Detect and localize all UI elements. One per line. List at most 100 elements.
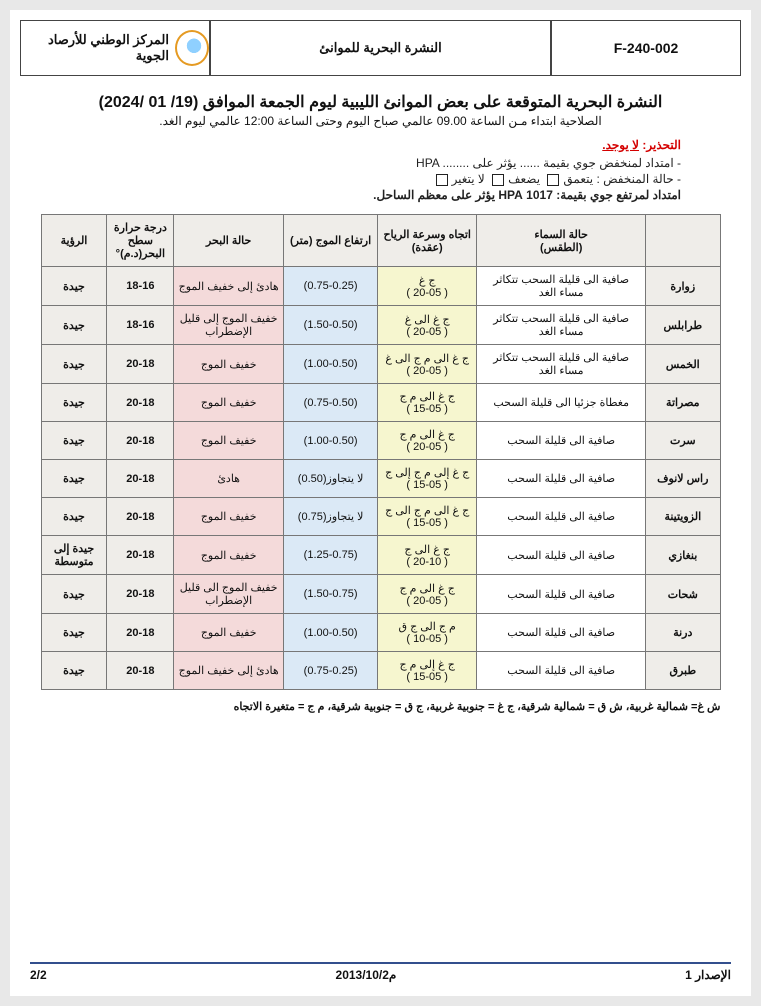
- table-row: مصراتةمغطاة جزئيا الى قليلة السحبج غ الى…: [41, 384, 720, 422]
- opt-weakening: يضعف: [508, 172, 540, 186]
- cell-wave: لا يتجاوز(0.50): [284, 460, 378, 498]
- table-row: طبرقصافية الى قليلة السحبج غ إلى م ج( 15…: [41, 652, 720, 690]
- cell-sky: صافية الى قليلة السحب تتكاثر مساء الغد: [477, 267, 646, 306]
- opt-steady: لا يتغير: [452, 172, 485, 186]
- cell-wave: (1.50-0.50): [284, 306, 378, 345]
- cell-port: طرابلس: [646, 306, 720, 345]
- cell-port: الزويتينة: [646, 498, 720, 536]
- cell-wind: ج غ الى غ( 20-05 ): [378, 306, 477, 345]
- header-row: المركز الوطني للأرصاد الجوية النشرة البح…: [20, 20, 741, 76]
- th-vis: الرؤية: [41, 215, 107, 267]
- checkbox-icon: [492, 174, 504, 186]
- cell-port: مصراتة: [646, 384, 720, 422]
- table-row: الزويتينةصافية الى قليلة السحبج غ الى م …: [41, 498, 720, 536]
- cell-sea: هادئ إلى خفيف الموج: [174, 267, 284, 306]
- low-pressure-label: - امتداد لمنخفض جوي بقيمة: [543, 156, 681, 170]
- org-cell: المركز الوطني للأرصاد الجوية: [20, 20, 210, 76]
- checkbox-icon: [547, 174, 559, 186]
- table-body: زوارةصافية الى قليلة السحب تتكاثر مساء ا…: [41, 267, 720, 690]
- warning-value: لا يوجد.: [602, 138, 639, 152]
- cell-wave: (0.75-0.25): [284, 267, 378, 306]
- cell-vis: جيدة: [41, 345, 107, 384]
- cell-wind: ج غ الى م ج( 20-05 ): [378, 422, 477, 460]
- doc-type-cell: النشرة البحرية للموانئ: [210, 20, 551, 76]
- table-header-row: حالة السماء(الطقس) اتجاه وسرعة الرياح(عق…: [41, 215, 720, 267]
- cell-wind: ج غ الى م ج الى غ( 20-05 ): [378, 345, 477, 384]
- cell-wind: ج غ الى م ج( 15-05 ): [378, 384, 477, 422]
- cell-vis: جيدة: [41, 614, 107, 652]
- cell-sky: صافية الى قليلة السحب: [477, 575, 646, 614]
- cell-wind: ج غ الى م ج( 20-05 ): [378, 575, 477, 614]
- warning-label: التحذير:: [642, 138, 681, 152]
- wind-legend: ش غ= شمالية غربية، ش ق = شمالية شرقية، ج…: [41, 700, 721, 713]
- cell-port: سرت: [646, 422, 720, 460]
- cell-temp: 20-18: [107, 614, 174, 652]
- synopsis-line-3: امتداد لمرتفع جوي بقيمة: 1017 HPA يؤثر ع…: [20, 188, 681, 202]
- table-row: راس لانوفصافية الى قليلة السحبج غ إلى م …: [41, 460, 720, 498]
- cell-temp: 20-18: [107, 422, 174, 460]
- table-row: زوارةصافية الى قليلة السحب تتكاثر مساء ا…: [41, 267, 720, 306]
- cell-vis: جيدة: [41, 498, 107, 536]
- page: المركز الوطني للأرصاد الجوية النشرة البح…: [10, 10, 751, 996]
- cell-temp: 20-18: [107, 460, 174, 498]
- cell-temp: 20-18: [107, 575, 174, 614]
- cell-port: شحات: [646, 575, 720, 614]
- cell-temp: 20-18: [107, 345, 174, 384]
- th-port: [646, 215, 720, 267]
- cell-vis: جيدة: [41, 460, 107, 498]
- cell-sea: خفيف الموج: [174, 384, 284, 422]
- cell-sea: خفيف الموج إلى قليل الإضطراب: [174, 306, 284, 345]
- page-title: النشرة البحرية المتوقعة على بعض الموانئ …: [20, 92, 741, 112]
- footer-date: 2013/10/2م: [336, 968, 397, 982]
- cell-temp: 20-18: [107, 536, 174, 575]
- cell-vis: جيدة: [41, 306, 107, 345]
- cell-wave: (0.75-0.50): [284, 384, 378, 422]
- th-sea: حالة البحر: [174, 215, 284, 267]
- table-row: شحاتصافية الى قليلة السحبج غ الى م ج( 20…: [41, 575, 720, 614]
- th-temp: درجة حرارة سطحالبحر(د.م)°: [107, 215, 174, 267]
- org-logo-icon: [175, 30, 209, 66]
- cell-wind: ج غ الى م ج الى ج( 15-05 ): [378, 498, 477, 536]
- cell-port: الخمس: [646, 345, 720, 384]
- cell-port: زوارة: [646, 267, 720, 306]
- doc-type: النشرة البحرية للموانئ: [319, 40, 442, 56]
- cell-sky: صافية الى قليلة السحب: [477, 422, 646, 460]
- org-name: المركز الوطني للأرصاد الجوية: [21, 32, 169, 64]
- synopsis: - امتداد لمنخفض جوي بقيمة HPA ........ ي…: [20, 156, 681, 202]
- cell-vis: جيدة: [41, 422, 107, 460]
- cell-temp: 20-18: [107, 498, 174, 536]
- cell-sea: خفيف الموج: [174, 614, 284, 652]
- warning: التحذير: لا يوجد.: [20, 138, 681, 152]
- th-sky: حالة السماء(الطقس): [477, 215, 646, 267]
- cell-port: راس لانوف: [646, 460, 720, 498]
- opt-deepening: يتعمق: [563, 172, 593, 186]
- footer-page: 2/2: [30, 968, 47, 982]
- table-row: درنةصافية الى قليلة السحبم ج الى ج ق( 10…: [41, 614, 720, 652]
- table-row: سرتصافية الى قليلة السحبج غ الى م ج( 20-…: [41, 422, 720, 460]
- cell-sea: هادئ إلى خفيف الموج: [174, 652, 284, 690]
- cell-wave: (1.50-0.75): [284, 575, 378, 614]
- footer-edition: الإصدار 1: [685, 968, 731, 982]
- cell-temp: 20-18: [107, 652, 174, 690]
- cell-vis: جيدة: [41, 575, 107, 614]
- cell-vis: جيدة: [41, 384, 107, 422]
- cell-sky: صافية الى قليلة السحب: [477, 498, 646, 536]
- cell-vis: جيدة: [41, 267, 107, 306]
- cell-sea: خفيف الموج: [174, 422, 284, 460]
- cell-sky: صافية الى قليلة السحب: [477, 614, 646, 652]
- cell-sea: هادئ: [174, 460, 284, 498]
- cell-wave: (1.25-0.75): [284, 536, 378, 575]
- cell-port: درنة: [646, 614, 720, 652]
- cell-wind: ج غ( 20-05 ): [378, 267, 477, 306]
- cell-wave: (1.00-0.50): [284, 614, 378, 652]
- cell-wave: (0.75-0.25): [284, 652, 378, 690]
- low-pressure-value: HPA ........ يؤثر على ......: [416, 156, 540, 170]
- validity: الصلاحية ابتداء مـن الساعة 09.00 عالمي ص…: [20, 114, 741, 128]
- cell-wave: (1.00-0.50): [284, 422, 378, 460]
- synopsis-line-2: - حالة المنخفض : يتعمق يضعف لا يتغير: [20, 172, 681, 186]
- cell-wave: (1.00-0.50): [284, 345, 378, 384]
- cell-sea: خفيف الموج الى قليل الإضطراب: [174, 575, 284, 614]
- synopsis-line-1: - امتداد لمنخفض جوي بقيمة HPA ........ ي…: [20, 156, 681, 170]
- cell-sky: صافية الى قليلة السحب تتكاثر مساء الغد: [477, 306, 646, 345]
- cell-sky: صافية الى قليلة السحب تتكاثر مساء الغد: [477, 345, 646, 384]
